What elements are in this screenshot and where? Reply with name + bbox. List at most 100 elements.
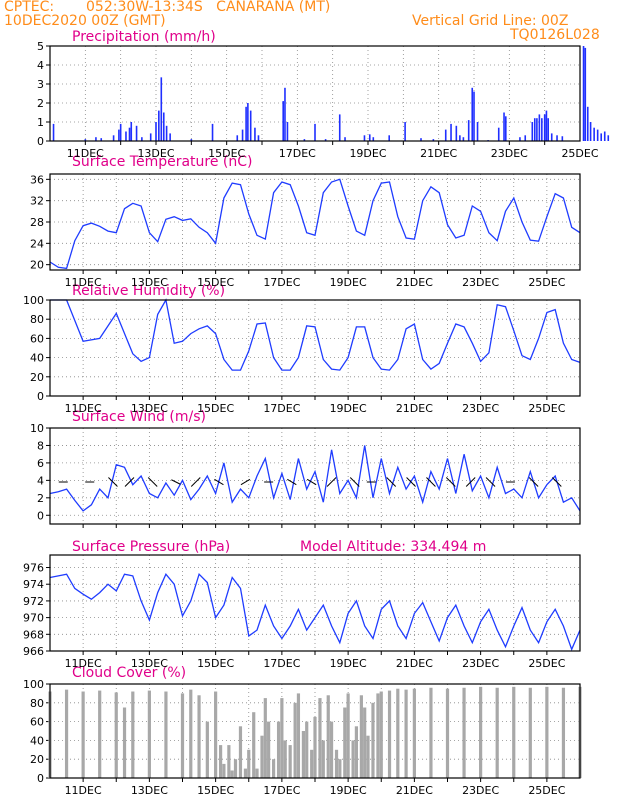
precip-bar [100,138,103,141]
precip-bar [158,110,160,141]
precip-bar [533,118,536,141]
cloud-bar [98,690,102,778]
wind-arrow [108,477,118,487]
cloud-bar [366,735,370,778]
precip-bar [314,123,316,141]
cloud-bar [247,749,251,778]
cloud-bar [545,686,549,778]
cloud-bar [131,691,135,778]
precip-bar [467,120,470,141]
rh-ytick-label: 80 [30,313,44,326]
precip-bar [596,129,599,141]
rh-title: Relative Humidity (%) [72,283,226,299]
pres-ytick-label: 974 [23,578,44,591]
cloud-bar [305,721,309,778]
cloud-bar [354,726,359,778]
cloud-bar [387,690,392,778]
precip-bar [538,114,541,141]
cloud-xtick-label: 11DEC [65,784,102,797]
pres-ytick-label: 966 [23,645,44,658]
precip-title: Precipitation (mm/h) [72,29,216,45]
precip-bar [135,125,138,141]
cloud-bar [326,695,330,778]
precip-bar [541,118,543,141]
precip-bar [190,139,193,141]
wind-arrow [426,477,436,487]
cloud-bar [122,707,127,778]
pres-xtick-label: 17DEC [263,657,300,670]
precip-xtick-label: 17DEC [279,147,316,160]
precip-xtick-label: 15DEC [208,147,245,160]
rh-xtick-label: 21DEC [396,402,433,415]
header-location: 052:30W-13:34S CANARANA (MT) [86,0,331,15]
cloud-bar [338,759,342,778]
precip-bar [84,139,87,141]
precip-bar [505,116,507,141]
precip-bar [459,135,461,141]
cloud-bar [288,745,292,778]
cloud-bar [197,695,201,778]
precip-bar [245,106,247,141]
temp-xtick-label: 25DEC [528,276,565,289]
rh-xtick-label: 19DEC [330,402,367,415]
header-date: 10DEC2020 00Z (GMT) [4,13,166,29]
cloud-ytick-label: 40 [30,734,44,747]
cloud-xtick-label: 25DEC [528,784,565,797]
cloud-bar [81,691,85,778]
cloud-bar [164,691,168,778]
precip-bar [52,123,55,141]
wind-title: Surface Wind (m/s) [72,409,206,425]
precip-bar [338,114,341,141]
temp-xtick-label: 17DEC [263,276,300,289]
temp-series-line [49,178,581,270]
rh-xtick-label: 23DEC [462,402,499,415]
cloud-bar [64,689,69,778]
temp-ytick-label: 32 [30,195,44,208]
rh-xtick-label: 11DEC [65,402,102,415]
wind-arrow [214,478,224,486]
precip-xtick-label: 23DEC [491,147,528,160]
pres-xtick-label: 25DEC [528,657,565,670]
pres-ytick-label: 972 [23,595,44,608]
precip-bar [165,125,168,141]
cloud-bar [280,698,284,778]
precip-bar [149,133,152,141]
cloud-bar [329,721,334,778]
precip-bar [586,106,589,141]
wind-arrow [287,478,297,486]
cloud-bar [283,740,287,778]
pres-title: Surface Pressure (hPa) [72,539,231,555]
wind-arrow [190,477,201,487]
cloud-bar [205,721,209,778]
precip-bar [155,122,157,141]
pres-xtick-label: 15DEC [197,657,234,670]
cloud-ytick-label: 20 [30,753,44,766]
precip-bar [160,77,163,141]
precip-bar [388,135,390,141]
precip-bar [211,123,214,141]
cloud-bar [429,687,433,778]
precip-bar [603,131,606,141]
cloud-bar [293,702,297,778]
cloud-bar [276,721,281,778]
cloud-bar [243,768,248,778]
rh-ytick-label: 40 [30,352,44,365]
precip-ytick-label: 4 [37,59,44,72]
cloud-bar [189,689,193,778]
pres-xtick-label: 21DEC [396,657,433,670]
precip-ytick-label: 0 [37,135,44,148]
wind-ytick-label: 10 [30,422,44,435]
precip-bar [303,139,306,141]
cloud-xtick-label: 23DEC [462,784,499,797]
cloud-xtick-label: 17DEC [263,784,300,797]
wind-arrow [306,478,317,486]
cloud-bar [343,707,347,778]
precip-ytick-label: 2 [37,97,44,110]
wind-arrow [528,477,539,487]
precip-frame [49,45,581,142]
cloud-bar [252,712,256,778]
precip-bar [531,122,534,141]
model-altitude: Model Altitude: 334.494 m [300,539,487,555]
precip-xtick-label: 11DEC [67,147,104,160]
